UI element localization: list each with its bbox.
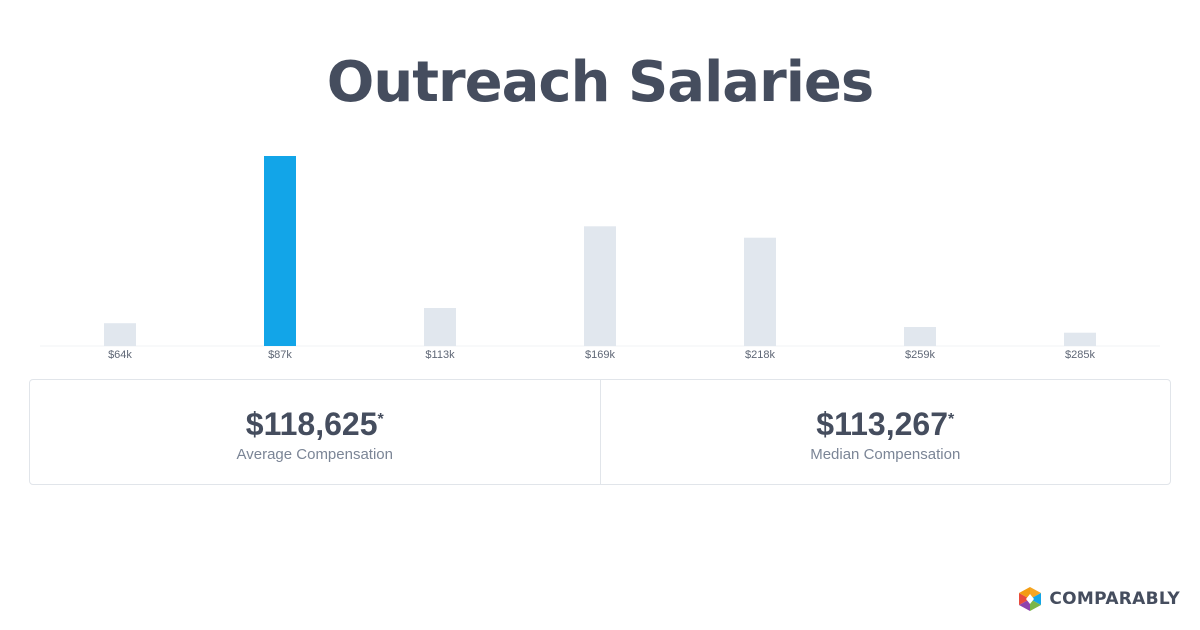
bar-4	[744, 237, 776, 346]
compensation-stats-panel: $118,625* Average Compensation $113,267*…	[29, 379, 1171, 485]
average-asterisk: *	[377, 411, 384, 428]
median-compensation-card: $113,267* Median Compensation	[599, 380, 1171, 484]
page-title: Outreach Salaries	[326, 50, 874, 115]
comparably-brand[interactable]: COMPARABLY	[1017, 586, 1180, 612]
median-compensation-value: $113,267*	[601, 404, 1171, 444]
average-compensation-label: Average Compensation	[236, 446, 394, 463]
x-tick-label-6: $285k	[1065, 349, 1095, 361]
salary-histogram-chart: $64k $87k $113k $169k $218k $259k $285k	[40, 156, 1160, 361]
x-tick-label-3: $169k	[585, 349, 615, 361]
median-compensation-label: Median Compensation	[810, 446, 961, 463]
x-tick-label-4: $218k	[745, 349, 775, 361]
average-compensation-value: $118,625*	[30, 404, 600, 444]
bar-0	[104, 323, 136, 346]
bar-2	[424, 308, 456, 346]
median-asterisk: *	[947, 411, 955, 428]
bar-5	[904, 327, 936, 346]
x-tick-label-2: $113k	[425, 349, 455, 361]
bar-3	[584, 226, 616, 346]
bar-1	[264, 156, 296, 346]
bar-6	[1064, 332, 1096, 346]
x-tick-label-5: $259k	[905, 349, 935, 361]
x-tick-label-1: $87k	[268, 349, 292, 361]
x-tick-label-0: $64k	[108, 349, 132, 361]
median-value-text: $113,267	[816, 406, 948, 442]
average-compensation-card: $118,625* Average Compensation	[30, 380, 600, 484]
brand-name: COMPARABLY	[1049, 589, 1180, 609]
comparably-logo-icon	[1019, 587, 1042, 611]
average-value-text: $118,625	[245, 406, 378, 442]
